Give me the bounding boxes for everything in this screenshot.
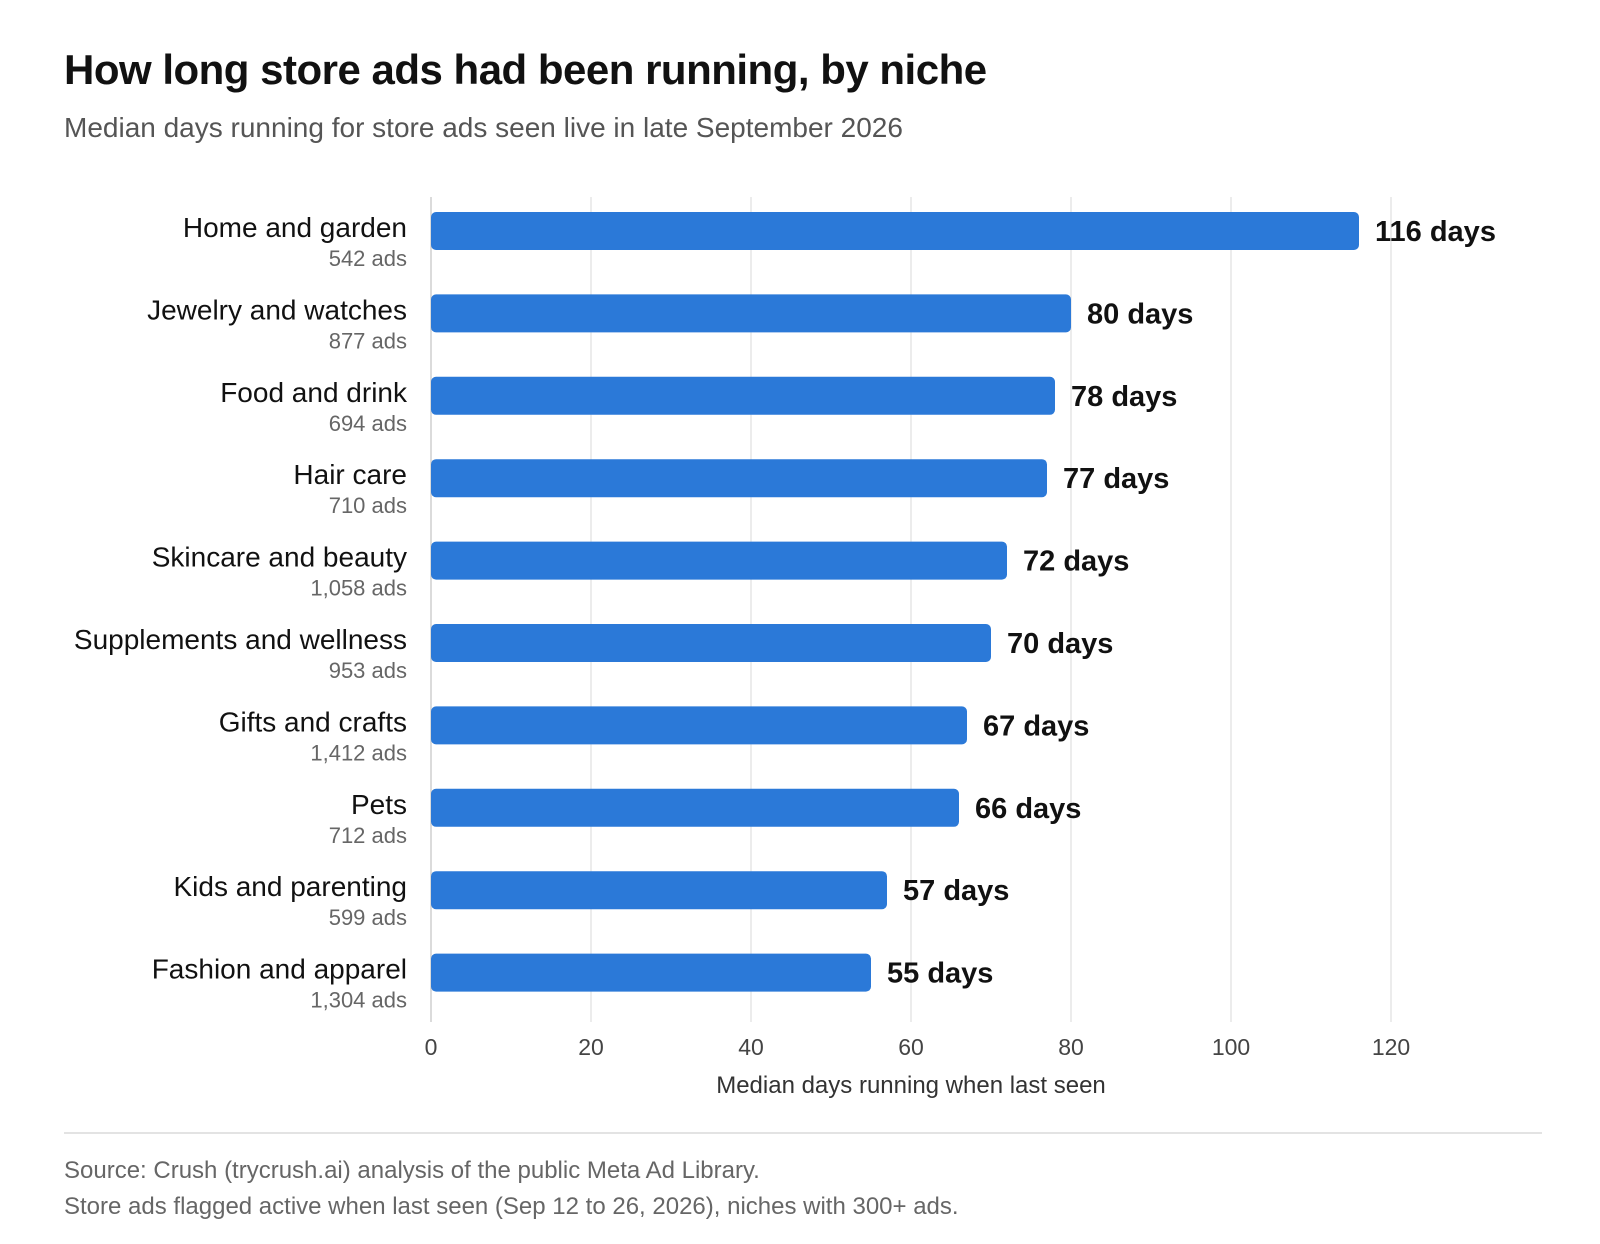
value-label: 67 days <box>983 710 1089 742</box>
value-label: 57 days <box>903 875 1009 907</box>
x-axis-title: Median days running when last seen <box>716 1072 1106 1099</box>
bar <box>431 706 967 745</box>
category-label: Supplements and wellness <box>74 624 407 655</box>
value-labels: 116 days 80 days 78 days 77 days 72 days 70 d… <box>887 216 1496 990</box>
category-label: Hair care <box>293 459 407 490</box>
ad-count-label: 710 ads <box>329 493 407 518</box>
source-note: Source: Crush (trycrush.ai) analysis of … <box>64 1157 760 1184</box>
x-tick-label: 60 <box>898 1034 924 1060</box>
x-tick-label: 80 <box>1058 1034 1084 1060</box>
ad-count-label: 712 ads <box>329 823 407 848</box>
chart-title: How long store ads had been running, by … <box>64 46 987 93</box>
ad-count-label: 599 ads <box>329 905 407 930</box>
bar <box>431 459 1047 498</box>
value-label: 72 days <box>1023 546 1129 578</box>
x-tick-label: 20 <box>578 1034 604 1060</box>
value-label: 77 days <box>1063 463 1169 495</box>
value-label: 70 days <box>1007 628 1113 660</box>
value-label: 55 days <box>887 958 993 990</box>
bar <box>431 294 1071 333</box>
x-tick-label: 120 <box>1372 1034 1410 1060</box>
value-label: 66 days <box>975 793 1081 825</box>
bar-chart: Home and garden 542 ads Jewelry and watche… <box>74 197 1496 1099</box>
x-tick-label: 40 <box>738 1034 764 1060</box>
category-label: Gifts and crafts <box>219 706 407 737</box>
category-label: Jewelry and watches <box>147 294 407 325</box>
x-tick-label: 0 <box>425 1034 438 1060</box>
bar <box>431 624 991 662</box>
chart-subtitle: Median days running for store ads seen l… <box>64 112 903 143</box>
bar <box>431 788 959 827</box>
bar <box>431 376 1055 415</box>
ad-count-label: 953 ads <box>329 658 407 683</box>
ad-count-label: 542 ads <box>329 246 407 271</box>
bar <box>431 871 887 910</box>
x-tick-label: 100 <box>1212 1034 1250 1060</box>
ad-count-label: 877 ads <box>329 328 407 353</box>
bar <box>431 541 1007 580</box>
method-note: Store ads flagged active when last seen … <box>64 1193 959 1220</box>
bars <box>431 212 1359 992</box>
ad-count-label: 1,412 ads <box>310 740 407 765</box>
ad-count-label: 1,304 ads <box>310 988 407 1013</box>
category-label: Kids and parenting <box>173 871 407 902</box>
value-label: 80 days <box>1087 298 1193 330</box>
category-label: Home and garden <box>183 212 407 243</box>
footer-divider <box>64 1132 1542 1134</box>
category-label: Skincare and beauty <box>152 542 407 573</box>
ad-count-label: 694 ads <box>329 411 407 436</box>
x-axis-ticks: 0 20 40 60 80 100 120 <box>425 1034 1411 1060</box>
value-label: 116 days <box>1375 216 1496 248</box>
ad-count-label: 1,058 ads <box>310 576 407 601</box>
value-label: 78 days <box>1071 381 1177 413</box>
category-label: Fashion and apparel <box>152 954 407 985</box>
category-label: Pets <box>351 789 407 820</box>
bar <box>431 212 1359 250</box>
bar <box>431 953 871 992</box>
category-labels: Home and garden 542 ads Jewelry and watche… <box>74 212 408 1013</box>
category-label: Food and drink <box>220 377 408 408</box>
